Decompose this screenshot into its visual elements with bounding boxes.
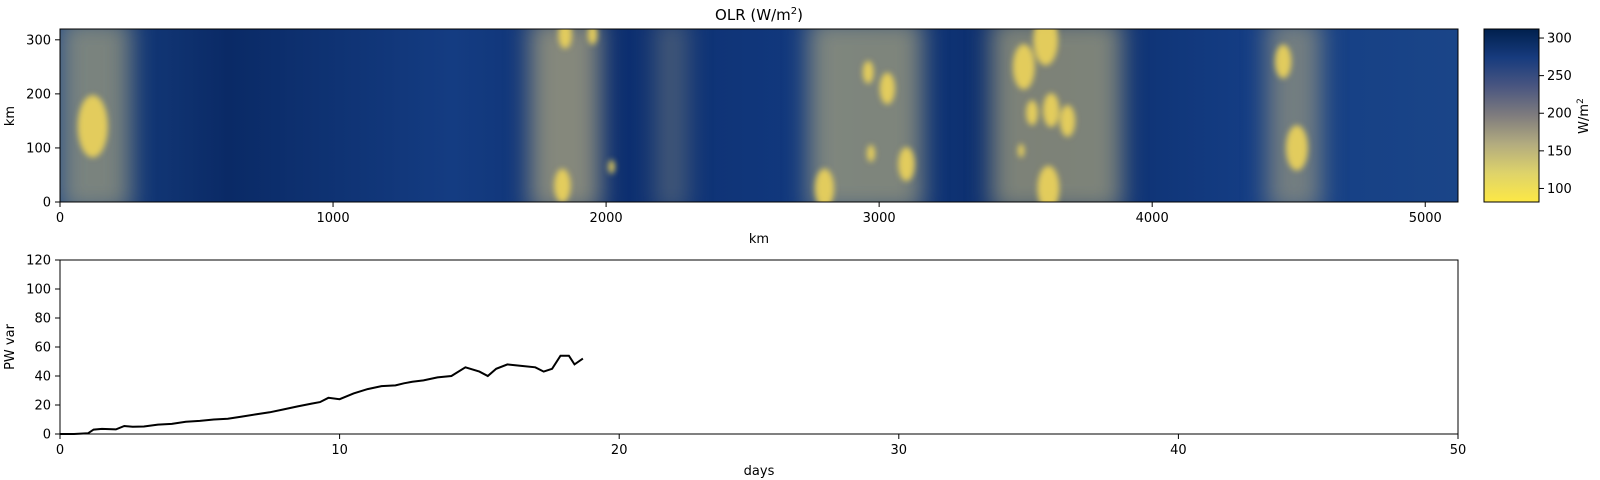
line-x-axis: 0 10 20 30 40 50 <box>56 434 1466 458</box>
line-plot-frame <box>59 259 1459 435</box>
y-tick-label: 100 <box>26 141 51 156</box>
convective-cell <box>862 60 874 84</box>
y-tick-label: 300 <box>26 33 51 48</box>
x-tick-label: 40 <box>1170 443 1187 458</box>
convective-cell <box>1026 100 1039 126</box>
convective-cell <box>866 144 876 162</box>
convective-cell <box>587 29 598 45</box>
convective-cell <box>558 29 572 49</box>
colorbar-label: W/m2 <box>1576 98 1592 134</box>
convective-cell <box>814 168 835 202</box>
y-tick-label: 80 <box>34 312 51 327</box>
y-tick-label: 0 <box>43 428 51 443</box>
convective-cell <box>554 168 571 202</box>
y-tick-label: 40 <box>34 370 51 385</box>
convective-cell <box>1059 105 1076 137</box>
x-tick-label: 3000 <box>863 211 896 226</box>
colorbar <box>1483 28 1540 203</box>
convective-cell <box>1042 93 1060 128</box>
convective-cell <box>77 95 108 158</box>
x-tick-label: 30 <box>891 443 908 458</box>
pw-var-series-line <box>60 354 584 435</box>
x-tick-label: 1000 <box>317 211 350 226</box>
colorbar-tick-label: 200 <box>1547 107 1572 122</box>
convective-cell <box>1285 125 1308 171</box>
convective-cell <box>1275 44 1292 79</box>
convective-cell <box>898 147 915 182</box>
colorbar-tick-label: 100 <box>1547 182 1572 197</box>
y-tick-label: 200 <box>26 87 51 102</box>
x-tick-label: 5000 <box>1409 211 1442 226</box>
heatmap-x-axis: 0 1000 2000 3000 4000 5000 <box>56 202 1442 226</box>
line-y-label: PW var <box>3 323 18 369</box>
colorbar-tick-label: 300 <box>1547 32 1572 47</box>
colorbar-ticks: 100 150 200 250 300 <box>1539 32 1572 197</box>
convective-cell <box>1033 29 1058 66</box>
x-tick-label: 0 <box>56 211 64 226</box>
y-tick-label: 60 <box>34 341 51 356</box>
x-tick-label: 4000 <box>1136 211 1169 226</box>
x-tick-label: 2000 <box>590 211 623 226</box>
heatmap-background <box>60 29 1458 202</box>
cloud-band <box>655 29 689 202</box>
heatmap-title: OLR (W/m2) <box>715 6 803 24</box>
heatmap-x-label: km <box>749 232 769 247</box>
heatmap-frame <box>59 28 1459 203</box>
y-tick-label: 120 <box>26 254 51 269</box>
convective-cell <box>1012 44 1035 90</box>
heatmap-y-label: km <box>3 106 18 126</box>
y-tick-label: 0 <box>43 196 51 211</box>
convective-cell <box>608 160 615 174</box>
convective-cell <box>1037 165 1060 202</box>
y-tick-label: 100 <box>26 283 51 298</box>
cloud-band <box>1266 29 1322 202</box>
y-tick-label: 20 <box>34 399 51 414</box>
convective-cell <box>879 72 895 105</box>
x-tick-label: 20 <box>611 443 628 458</box>
heatmap-area <box>60 29 1458 202</box>
colorbar-tick-label: 250 <box>1547 69 1572 84</box>
line-y-axis: 0 20 40 60 80 100 120 <box>26 254 60 443</box>
convective-cells <box>77 29 1308 202</box>
x-tick-label: 10 <box>331 443 348 458</box>
convective-cell <box>1017 143 1025 158</box>
heatmap-y-axis: 0 100 200 300 <box>26 33 60 211</box>
line-x-label: days <box>744 464 775 479</box>
x-tick-label: 50 <box>1450 443 1467 458</box>
colorbar-tick-label: 150 <box>1547 144 1572 159</box>
x-tick-label: 0 <box>56 443 64 458</box>
